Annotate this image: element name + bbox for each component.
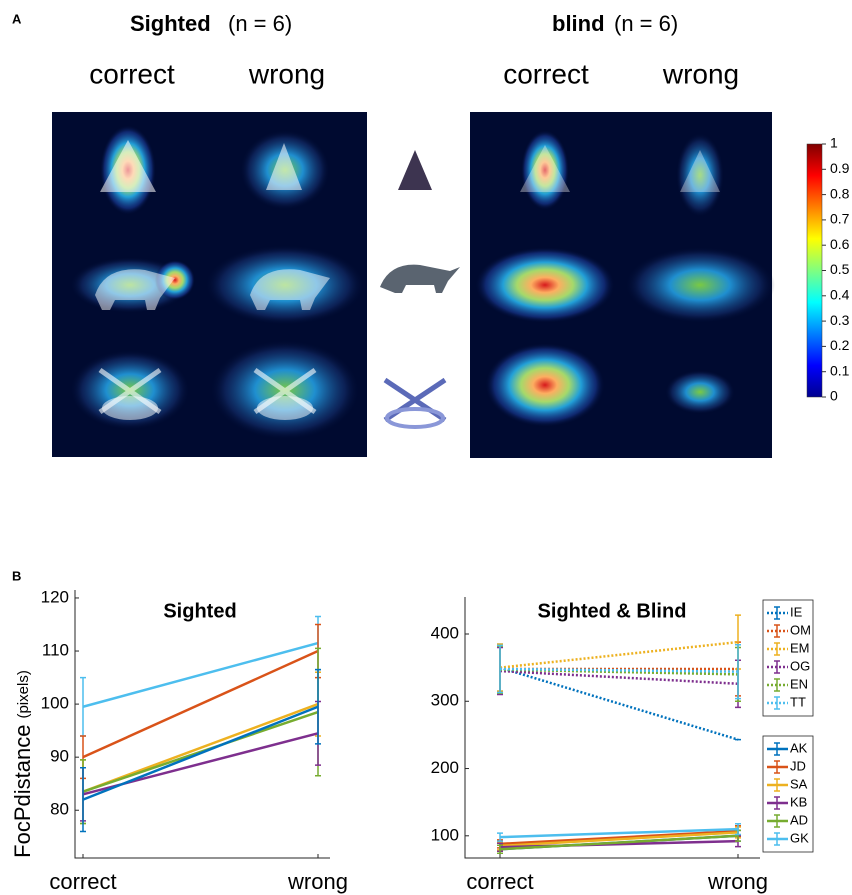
legend-label: KB	[790, 794, 807, 809]
error-bar	[735, 645, 741, 699]
charts: Sighted 80 90 100 110 120 correct wrong FocPdist…	[10, 587, 813, 893]
colorbar	[807, 144, 822, 397]
chart-title: Sighted & Blind	[538, 600, 687, 622]
series-line	[500, 669, 738, 672]
group-title: Sighted	[130, 11, 211, 36]
colorbar-ticks: 0 0.1 0.2 0.3 0.4 0.5 0.6 0.7 0.8 0.9 1	[822, 135, 850, 404]
colorbar-tick-label: 0.6	[830, 236, 850, 252]
y-axis-label-main: FocPdistance	[10, 725, 35, 858]
legend-label: TT	[790, 694, 806, 709]
group-title: blind	[552, 11, 605, 36]
column-label: correct	[503, 58, 589, 89]
axis	[465, 597, 760, 858]
colorbar-tick-label: 1	[830, 135, 838, 151]
group-n: (n = 6)	[614, 11, 678, 36]
legend-label: SA	[790, 776, 808, 791]
y-axis-label-unit: (pixels)	[15, 670, 32, 718]
column-label: correct	[89, 58, 175, 89]
colorbar-tick-label: 0.9	[830, 160, 850, 176]
object-icons	[380, 150, 460, 427]
series-line	[500, 642, 738, 668]
colorbar-tick-label: 0.7	[830, 211, 850, 227]
legend-label: OG	[790, 658, 810, 673]
chart-title: Sighted	[163, 600, 236, 622]
colorbar-tick-label: 0.1	[830, 362, 850, 378]
colorbar-tick-label: 0	[830, 388, 838, 404]
axis	[75, 590, 330, 858]
legend-label: GK	[790, 830, 809, 845]
figure: A Sighted (n = 6) blind (n = 6) correct …	[0, 0, 852, 895]
y-tick-label: 200	[431, 758, 459, 777]
y-tick-label: 80	[50, 800, 69, 819]
x-tick-label: correct	[49, 869, 116, 894]
legend-label: JD	[790, 758, 806, 773]
x-tick-label: correct	[466, 869, 533, 894]
legend-label: AK	[790, 740, 808, 755]
y-axis-label: FocPdistance (pixels)	[10, 670, 35, 858]
y-tick-label: 400	[431, 623, 459, 642]
colorbar-tick-label: 0.2	[830, 337, 850, 353]
y-tick-label: 100	[431, 825, 459, 844]
legend-label: OM	[790, 622, 811, 637]
y-tick-label: 110	[42, 641, 69, 660]
legend-label: AD	[790, 812, 808, 827]
y-tick-label: 100	[41, 694, 69, 713]
colorbar-tick-label: 0.5	[830, 261, 850, 277]
legend-label: EN	[790, 676, 808, 691]
x-tick-label: wrong	[287, 869, 348, 894]
y-tick-label: 120	[41, 587, 69, 606]
heatmap-blind	[470, 112, 775, 458]
column-label: wrong	[662, 58, 739, 89]
series-line	[83, 643, 318, 707]
legend-label: EM	[790, 640, 810, 655]
heatmap-sighted	[52, 112, 367, 457]
panel-label: B	[12, 568, 21, 583]
column-label: wrong	[248, 58, 325, 89]
colorbar-tick-label: 0.8	[830, 185, 850, 201]
legend-label: IE	[790, 604, 803, 619]
series-line	[500, 670, 738, 675]
error-bar	[497, 645, 503, 692]
series-line	[83, 707, 318, 800]
y-tick-label: 90	[50, 747, 69, 766]
y-tick-label: 300	[431, 691, 459, 710]
colorbar-tick-label: 0.3	[830, 312, 850, 328]
colorbar-tick-label: 0.4	[830, 287, 850, 303]
group-n: (n = 6)	[228, 11, 292, 36]
x-tick-label: wrong	[707, 869, 768, 894]
series-line	[500, 668, 738, 740]
panel-label: A	[12, 11, 22, 26]
